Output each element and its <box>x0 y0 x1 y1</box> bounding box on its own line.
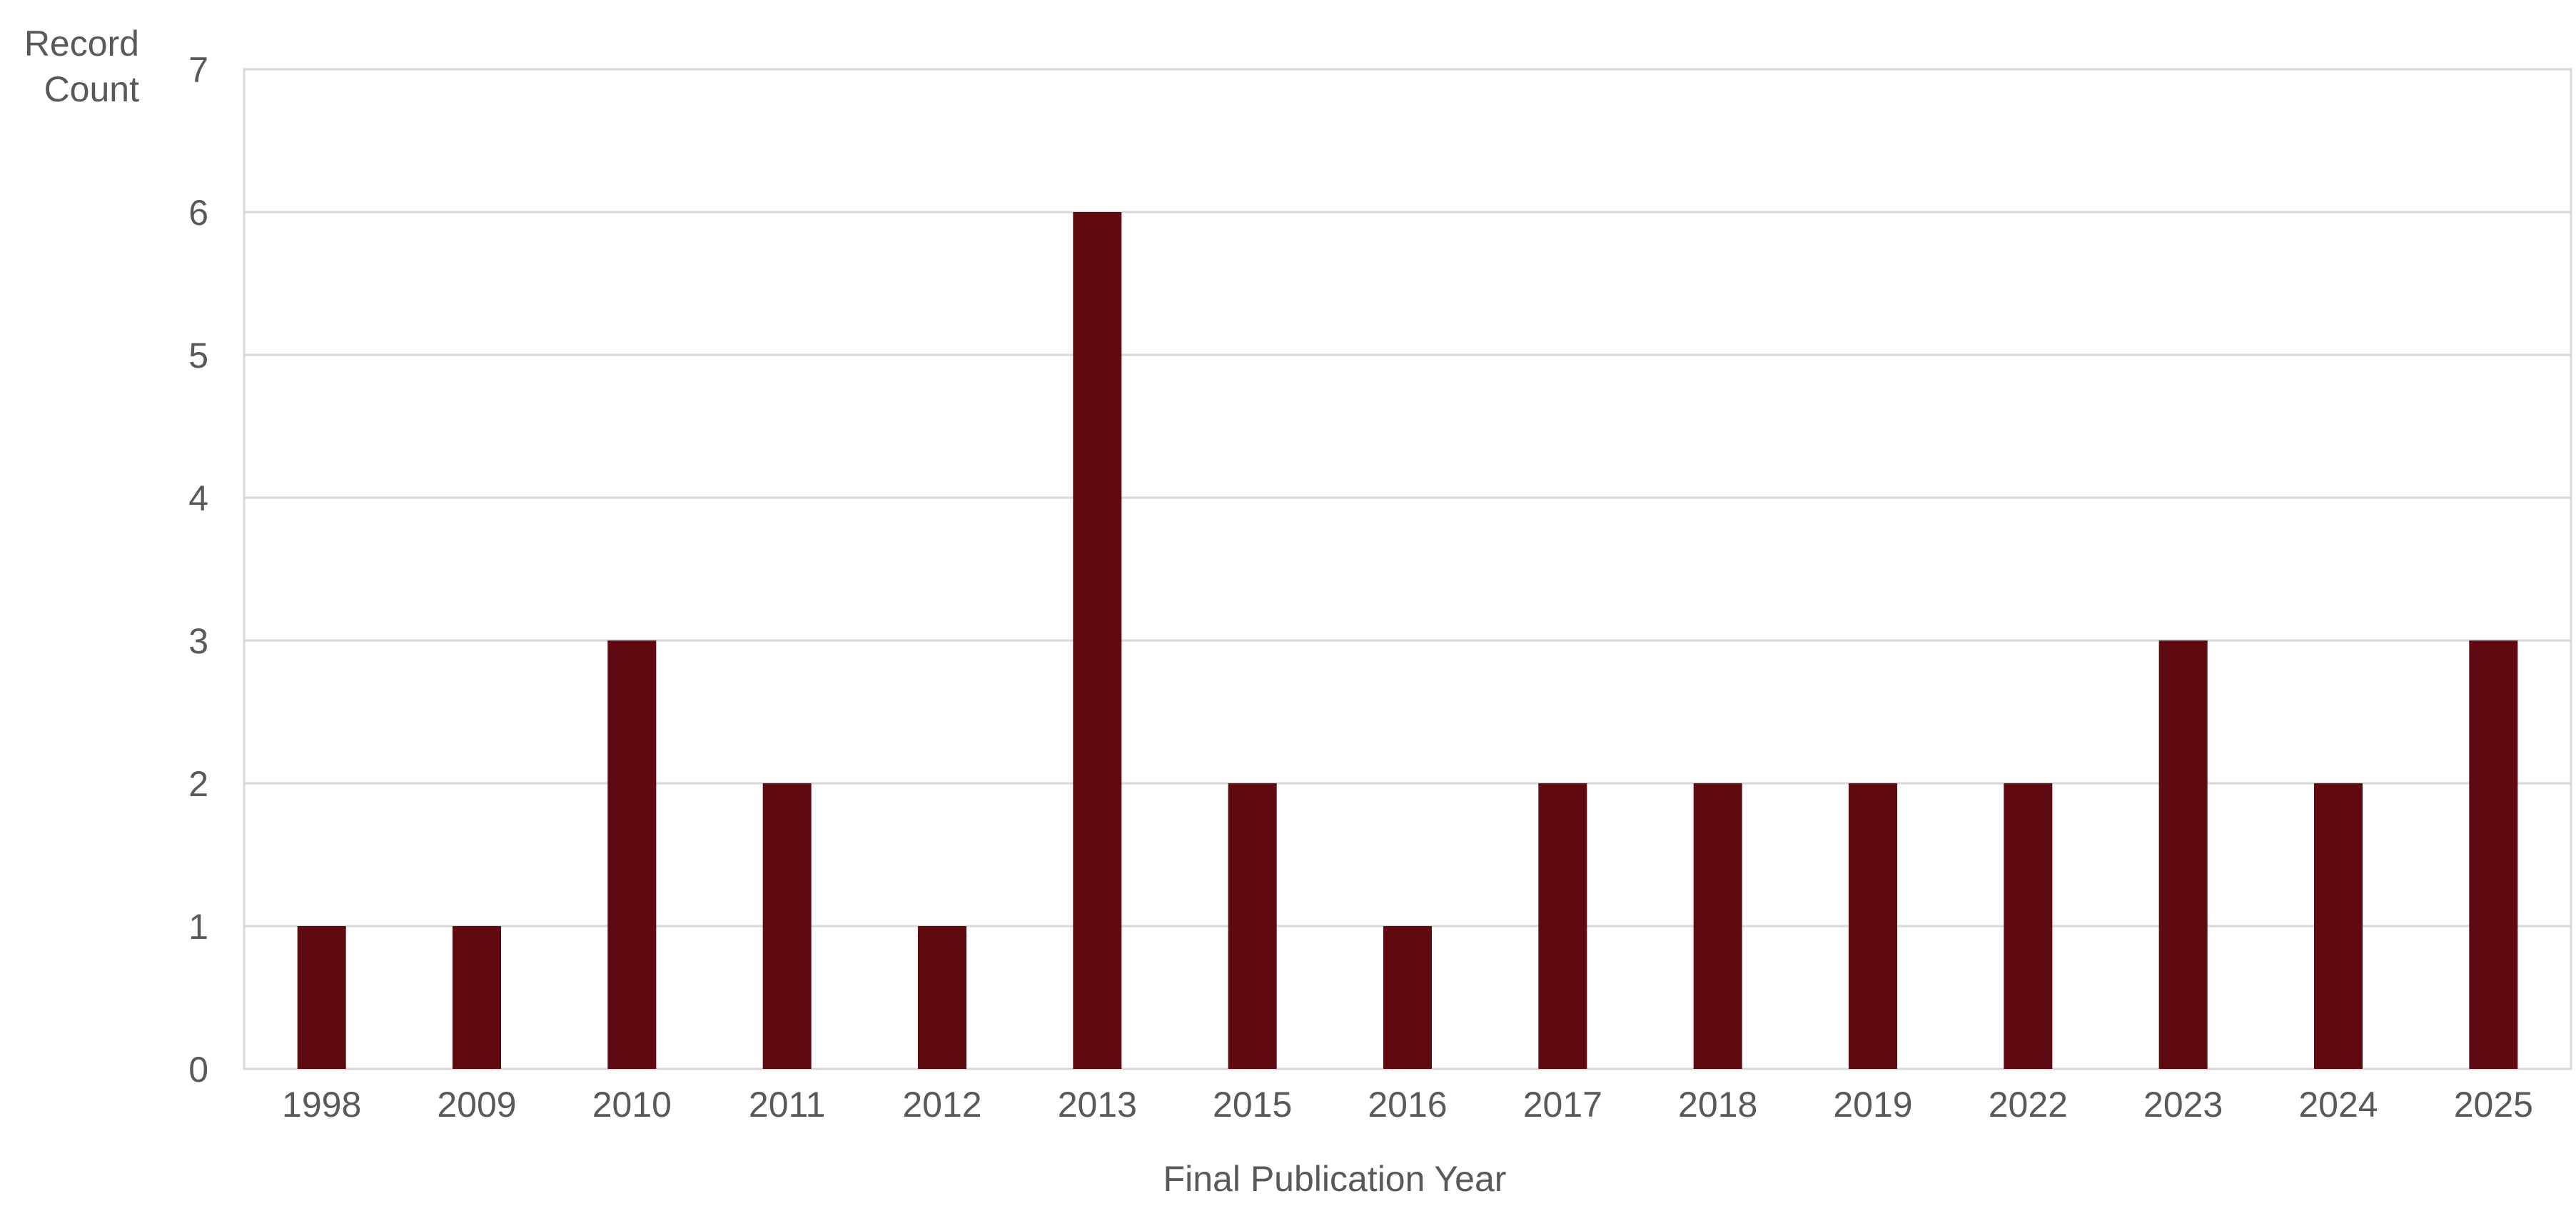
y-tick-label: 0 <box>188 1050 208 1090</box>
y-tick-label: 3 <box>188 621 208 661</box>
bar-1998 <box>297 926 346 1069</box>
bar-2025 <box>2469 640 2518 1069</box>
y-tick-label: 1 <box>188 907 208 947</box>
y-tick-label: 6 <box>188 193 208 233</box>
x-tick-label-2012: 2012 <box>902 1085 981 1125</box>
x-tick-label-2023: 2023 <box>2143 1085 2223 1125</box>
y-tick-label: 4 <box>188 478 208 518</box>
x-tick-label-1998: 1998 <box>282 1085 361 1125</box>
y-axis-ticks: 0 1 2 3 4 5 6 7 <box>188 50 208 1090</box>
x-tick-label-2019: 2019 <box>1833 1085 1912 1125</box>
bars <box>297 212 2518 1069</box>
bar-2013 <box>1073 212 1122 1069</box>
x-tick-label-2013: 2013 <box>1058 1085 1137 1125</box>
y-axis-title-line-1: Record <box>24 24 139 64</box>
x-tick-label-2025: 2025 <box>2454 1085 2533 1125</box>
x-tick-label-2015: 2015 <box>1213 1085 1292 1125</box>
gridlines <box>244 68 2571 1070</box>
x-tick-label-2010: 2010 <box>592 1085 672 1125</box>
y-tick-label: 7 <box>188 50 208 90</box>
x-axis-ticks: 1998 2009 2010 2011 2012 2013 2015 2016 2017 2018… <box>282 1085 2533 1125</box>
y-axis-title-line-2: Count <box>44 69 140 109</box>
x-tick-label-2024: 2024 <box>2298 1085 2378 1125</box>
bar-2018 <box>1693 783 1742 1069</box>
bar-2012 <box>918 926 966 1069</box>
bar-2009 <box>453 926 501 1069</box>
bar-2010 <box>607 640 657 1069</box>
plot-area-border <box>243 68 2572 1070</box>
x-tick-label-2011: 2011 <box>749 1085 826 1125</box>
bar-2016 <box>1383 926 1432 1069</box>
bar-2024 <box>2314 783 2363 1069</box>
bar-2023 <box>2158 640 2208 1069</box>
bar-2017 <box>1538 783 1587 1069</box>
bar-2022 <box>2004 783 2053 1069</box>
x-tick-label-2017: 2017 <box>1523 1085 1602 1125</box>
x-axis-title: Final Publication Year <box>1163 1159 1507 1199</box>
bar-2011 <box>762 783 812 1069</box>
y-tick-label: 5 <box>188 336 208 376</box>
bar-2015 <box>1228 783 1277 1069</box>
x-tick-label-2009: 2009 <box>437 1085 516 1125</box>
x-tick-label-2022: 2022 <box>1989 1085 2068 1125</box>
x-tick-label-2018: 2018 <box>1678 1085 1757 1125</box>
y-tick-label: 2 <box>188 764 208 804</box>
x-tick-label-2016: 2016 <box>1368 1085 1447 1125</box>
bar-2019 <box>1849 783 1897 1069</box>
